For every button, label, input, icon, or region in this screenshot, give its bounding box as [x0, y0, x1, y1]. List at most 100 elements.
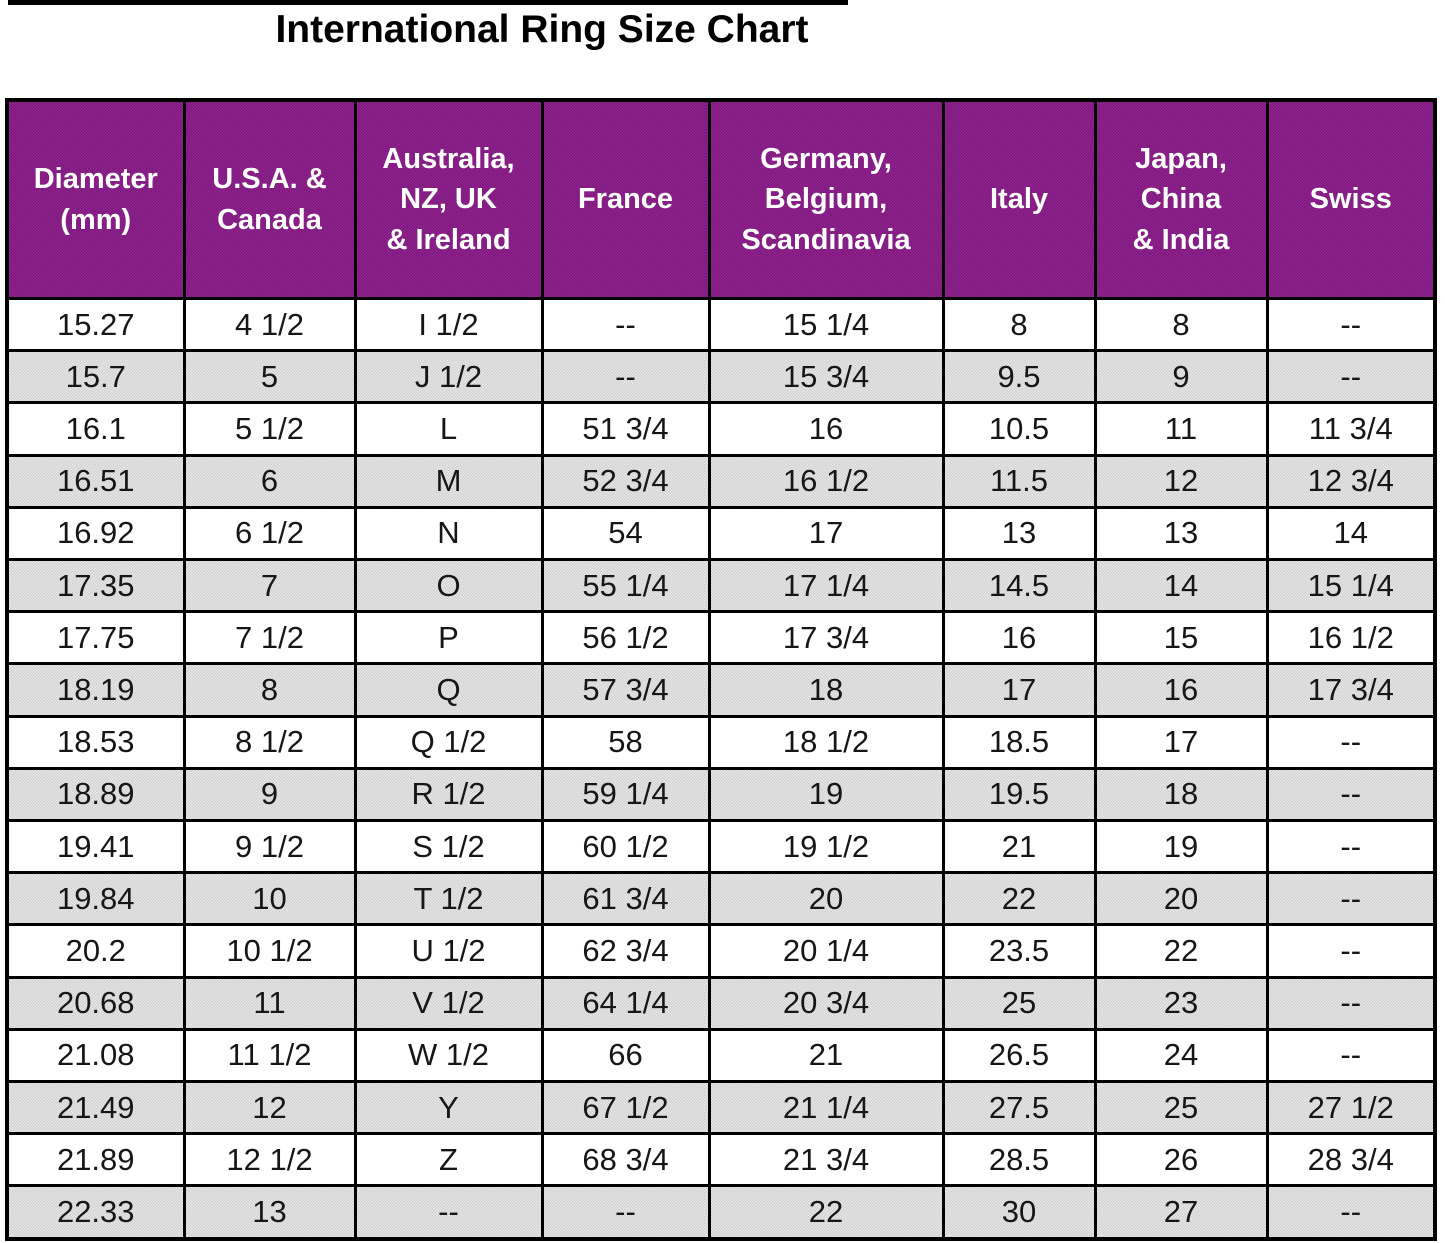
size-cell: 66	[540, 1027, 711, 1084]
table-row: 15.27 4 1/2 I 1/2 -- 15 1/4 8 8 --	[5, 296, 1437, 353]
table-row: 19.84 10 T 1/2 61 3/4 20 22 20 --	[5, 871, 1437, 927]
size-cell: 9	[1093, 349, 1269, 405]
size-cell: J 1/2	[353, 349, 544, 405]
size-cell: N	[353, 505, 544, 562]
size-cell: 61 3/4	[540, 871, 711, 927]
size-cell: Z	[353, 1132, 544, 1188]
size-cell: 12 3/4	[1265, 453, 1437, 509]
table-body: 15.27 4 1/2 I 1/2 -- 15 1/4 8 8 -- 15.7 5 J 1/2 -- 1…	[5, 296, 1437, 1241]
size-cell: --	[1265, 975, 1437, 1031]
size-cell: 20 3/4	[707, 975, 945, 1031]
size-cell: 16.92	[5, 505, 186, 562]
size-cell: 15	[1093, 610, 1269, 666]
size-cell: 28 3/4	[1265, 1132, 1437, 1188]
size-cell: I 1/2	[353, 296, 544, 353]
size-cell: 9.5	[941, 349, 1097, 405]
size-cell: 19	[1093, 819, 1269, 875]
size-cell: 17 1/4	[707, 558, 945, 614]
size-cell: 19.84	[5, 871, 186, 927]
size-cell: 22.33	[5, 1184, 186, 1241]
size-cell: Q	[353, 662, 544, 718]
size-cell: 13	[941, 505, 1097, 562]
size-cell: 22	[707, 1184, 945, 1241]
size-cell: 13	[1093, 505, 1269, 562]
table-row: 21.89 12 1/2 Z 68 3/4 21 3/4 28.5 26 28 3/4	[5, 1132, 1437, 1188]
ring-size-table: Diameter (mm) U.S.A. & Canada Australia,…	[5, 98, 1437, 1241]
size-cell: 12	[182, 1080, 357, 1136]
top-divider-rule	[8, 0, 848, 5]
size-cell: 30	[941, 1184, 1097, 1241]
size-cell: M	[353, 453, 544, 509]
size-cell: 20	[707, 871, 945, 927]
table-row: 20.2 10 1/2 U 1/2 62 3/4 20 1/4 23.5 22 --	[5, 923, 1437, 979]
size-cell: 17.35	[5, 558, 186, 614]
size-cell: 16 1/2	[1265, 610, 1437, 666]
size-cell: --	[1265, 766, 1437, 823]
column-header-france: France	[540, 98, 711, 300]
size-cell: P	[353, 610, 544, 666]
size-cell: 10	[182, 871, 357, 927]
size-cell: 12 1/2	[182, 1132, 357, 1188]
size-cell: W 1/2	[353, 1027, 544, 1084]
size-cell: 27	[1093, 1184, 1269, 1241]
size-cell: 58	[540, 714, 711, 770]
size-cell: --	[1265, 871, 1437, 927]
size-cell: 7 1/2	[182, 610, 357, 666]
header-row: Diameter (mm) U.S.A. & Canada Australia,…	[5, 98, 1437, 300]
size-cell: 60 1/2	[540, 819, 711, 875]
size-cell: 55 1/4	[540, 558, 711, 614]
size-cell: 18 1/2	[707, 714, 945, 770]
table-row: 21.08 11 1/2 W 1/2 66 21 26.5 24 --	[5, 1027, 1437, 1084]
size-cell: 17 3/4	[1265, 662, 1437, 718]
table-row: 16.51 6 M 52 3/4 16 1/2 11.5 12 12 3/4	[5, 453, 1437, 509]
size-cell: 16 1/2	[707, 453, 945, 509]
size-cell: 16	[707, 401, 945, 457]
size-cell: V 1/2	[353, 975, 544, 1031]
column-header-germany-belgium-scandinavia: Germany, Belgium, Scandinavia	[707, 98, 945, 300]
size-cell: --	[1265, 349, 1437, 405]
size-cell: 23	[1093, 975, 1269, 1031]
table-row: 17.75 7 1/2 P 56 1/2 17 3/4 16 15 16 1/2	[5, 610, 1437, 666]
size-cell: 21	[941, 819, 1097, 875]
size-cell: 16	[941, 610, 1097, 666]
table-row: 21.49 12 Y 67 1/2 21 1/4 27.5 25 27 1/2	[5, 1080, 1437, 1136]
size-cell: 25	[1093, 1080, 1269, 1136]
size-cell: --	[540, 1184, 711, 1241]
column-header-diameter-mm: Diameter (mm)	[5, 98, 186, 300]
size-cell: 67 1/2	[540, 1080, 711, 1136]
size-cell: 26.5	[941, 1027, 1097, 1084]
size-cell: 12	[1093, 453, 1269, 509]
size-cell: 6 1/2	[182, 505, 357, 562]
size-cell: 16.1	[5, 401, 186, 457]
size-cell: 21 3/4	[707, 1132, 945, 1188]
size-cell: 18	[707, 662, 945, 718]
size-cell: --	[353, 1184, 544, 1241]
size-cell: 19 1/2	[707, 819, 945, 875]
size-cell: 14.5	[941, 558, 1097, 614]
size-cell: O	[353, 558, 544, 614]
table-row: 19.41 9 1/2 S 1/2 60 1/2 19 1/2 21 19 --	[5, 819, 1437, 875]
size-cell: 5	[182, 349, 357, 405]
table-row: 18.89 9 R 1/2 59 1/4 19 19.5 18 --	[5, 766, 1437, 823]
size-cell: 22	[1093, 923, 1269, 979]
size-cell: 26	[1093, 1132, 1269, 1188]
size-cell: 19	[707, 766, 945, 823]
size-cell: S 1/2	[353, 819, 544, 875]
size-cell: --	[540, 349, 711, 405]
table-row: 16.92 6 1/2 N 54 17 13 13 14	[5, 505, 1437, 562]
size-cell: 56 1/2	[540, 610, 711, 666]
size-cell: 21.49	[5, 1080, 186, 1136]
size-cell: 16	[1093, 662, 1269, 718]
size-cell: --	[1265, 296, 1437, 353]
column-header-australia-nz-uk-ireland: Australia, NZ, UK & Ireland	[353, 98, 544, 300]
size-cell: T 1/2	[353, 871, 544, 927]
size-cell: 27.5	[941, 1080, 1097, 1136]
size-cell: 22	[941, 871, 1097, 927]
size-cell: 4 1/2	[182, 296, 357, 353]
size-cell: 11 3/4	[1265, 401, 1437, 457]
size-cell: 7	[182, 558, 357, 614]
size-cell: --	[540, 296, 711, 353]
size-cell: 20.68	[5, 975, 186, 1031]
column-header-japan-china-india: Japan, China & India	[1093, 98, 1269, 300]
size-cell: 10 1/2	[182, 923, 357, 979]
